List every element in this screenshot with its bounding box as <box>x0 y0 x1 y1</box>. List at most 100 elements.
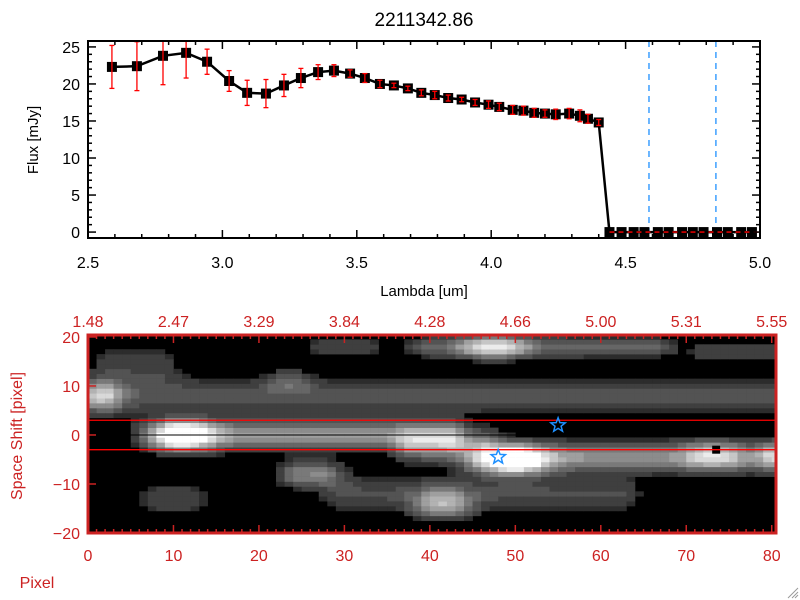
heatmap-cell <box>515 437 525 443</box>
top-wavelength-tick-label: 4.66 <box>500 314 531 331</box>
heatmap-cell <box>583 378 593 384</box>
heatmap-cell <box>190 442 200 448</box>
heatmap-cell <box>318 486 328 492</box>
heatmap-cell <box>660 339 670 345</box>
heatmap-cell <box>293 378 302 384</box>
heatmap-cell <box>686 437 696 443</box>
heatmap-cell <box>506 349 516 355</box>
heatmap-cell <box>592 403 602 409</box>
heatmap-cell <box>549 403 559 409</box>
heatmap-cell <box>361 476 371 482</box>
heatmap-cell <box>746 388 755 394</box>
heatmap-cell <box>404 344 414 350</box>
heatmap-cell <box>156 378 166 384</box>
heatmap-cell <box>147 349 157 355</box>
heatmap-cell <box>310 373 320 379</box>
heatmap-cell <box>677 457 687 463</box>
heatmap-cell <box>600 437 610 443</box>
heatmap-cell <box>267 427 277 433</box>
resize-grip-icon[interactable] <box>787 587 799 599</box>
heatmap-cell <box>771 349 777 355</box>
heatmap-cell <box>592 457 602 463</box>
heatmap-cell <box>703 398 713 404</box>
heatmap-cell <box>711 383 721 389</box>
heatmap-cell <box>515 466 525 473</box>
heatmap-cell <box>429 344 439 350</box>
heatmap-cell <box>575 496 585 502</box>
heatmap-cell <box>711 393 721 399</box>
heatmap-cell <box>404 349 414 355</box>
y-tick-label: 15 <box>62 114 80 131</box>
heatmap-cell <box>139 422 149 428</box>
heatmap-cell <box>566 403 576 409</box>
heatmap-cell <box>515 393 525 399</box>
heatmap-cell <box>199 437 208 443</box>
heatmap-cell <box>558 457 567 463</box>
heatmap-cell <box>532 506 542 512</box>
heatmap-cell <box>472 398 482 404</box>
heatmap-cell <box>711 408 721 414</box>
heatmap-cell <box>224 412 234 419</box>
heatmap-cell <box>190 388 200 394</box>
heatmap-cell <box>335 501 345 507</box>
heatmap-cell <box>421 383 431 389</box>
heatmap-cell <box>233 398 243 404</box>
heatmap-cell <box>677 388 687 394</box>
heatmap-cell <box>370 481 379 487</box>
heatmap-cell <box>575 491 585 497</box>
heatmap-cell <box>600 496 610 502</box>
heatmap-cell <box>395 383 405 389</box>
heatmap-cell <box>429 412 439 419</box>
heatmap-cell <box>233 383 243 389</box>
heatmap-cell <box>652 378 661 384</box>
heatmap-cell <box>241 398 251 404</box>
heatmap-cell <box>378 496 388 502</box>
heatmap-cell <box>130 359 140 365</box>
heatmap-cell <box>250 388 260 394</box>
heatmap-cell <box>754 398 764 404</box>
heatmap-cell <box>446 398 456 404</box>
heatmap-cell <box>728 461 738 468</box>
heatmap-cell <box>566 491 576 497</box>
heatmap-cell <box>446 442 456 448</box>
heatmap-cell <box>728 344 738 350</box>
heatmap-cell <box>182 496 191 502</box>
heatmap-cell <box>669 383 679 389</box>
heatmap-cell <box>600 393 610 399</box>
heatmap-cell <box>498 476 508 482</box>
heatmap-cell <box>737 452 747 458</box>
heatmap-cell <box>395 398 405 404</box>
heatmap-cell <box>446 466 456 473</box>
heatmap-cell <box>421 339 431 345</box>
heatmap-cell <box>728 442 738 448</box>
heatmap-cell <box>352 427 362 433</box>
heatmap-cell <box>540 452 550 458</box>
heatmap-cell <box>455 427 465 433</box>
heatmap-cell <box>88 378 97 384</box>
heatmap-cell <box>737 461 747 468</box>
heatmap-cell <box>609 383 619 389</box>
heatmap-cell <box>412 437 422 443</box>
heatmap-cell <box>139 359 149 365</box>
heatmap-cell <box>575 403 585 409</box>
heatmap-cell <box>660 403 670 409</box>
heatmap-cell <box>566 349 576 355</box>
heatmap-cell <box>421 515 431 522</box>
heatmap-cell <box>387 383 396 389</box>
heatmap-cell <box>216 442 226 448</box>
heatmap-cell <box>763 388 773 394</box>
heatmap-cell <box>464 408 473 414</box>
heatmap-cell <box>600 476 610 482</box>
heatmap-cell <box>412 427 422 433</box>
heatmap-cell <box>88 403 97 409</box>
heatmap-cell <box>446 388 456 394</box>
heatmap-cell <box>481 344 490 350</box>
heatmap-cell <box>754 452 764 458</box>
heatmap-cell <box>429 398 439 404</box>
heatmap-cell <box>558 388 567 394</box>
heatmap-cell <box>771 437 777 443</box>
heatmap-cell <box>523 452 533 458</box>
heatmap-cell <box>481 457 490 463</box>
heatmap-cell <box>233 427 243 433</box>
heatmap-cell <box>446 476 456 482</box>
